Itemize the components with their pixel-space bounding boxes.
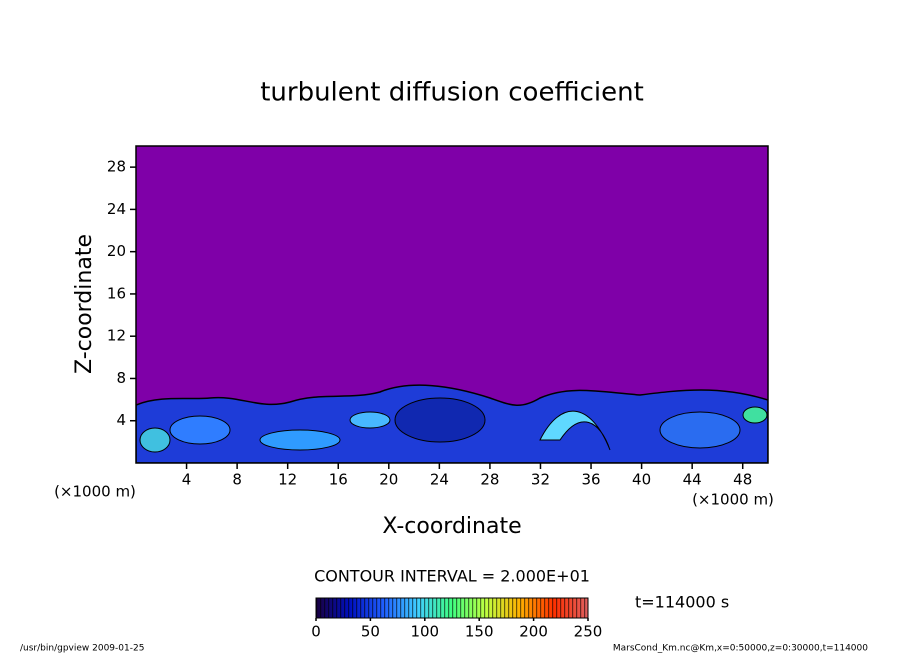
colorbar-tick-label: 200: [519, 623, 548, 641]
x-unit: (×1000 m): [692, 491, 774, 509]
turbulent-layer: [136, 384, 768, 463]
x-tick-label: 24: [430, 471, 449, 489]
y-tick-label: 8: [116, 369, 126, 387]
y-tick-label: 16: [107, 284, 126, 302]
plot-frame: [135, 145, 769, 464]
x-tick-label: 48: [733, 471, 752, 489]
x-tick-label: 4: [182, 471, 192, 489]
footer-left: /usr/bin/gpview 2009-01-25: [20, 644, 144, 654]
colorbar-tick-label: 250: [574, 623, 603, 641]
chart-title: turbulent diffusion coefficient: [260, 78, 644, 108]
x-tick-label: 8: [232, 471, 242, 489]
x-axis-label: X-coordinate: [382, 514, 521, 539]
time-label: t=114000 s: [635, 593, 729, 612]
x-tick-label: 40: [632, 471, 651, 489]
y-unit: (×1000 m): [54, 483, 136, 501]
x-tick-label: 12: [278, 471, 297, 489]
x-tick-label: 20: [379, 471, 398, 489]
x-tick-label: 32: [531, 471, 550, 489]
colorbar-tick-label: 50: [361, 623, 380, 641]
colorbar-tick-label: 0: [311, 623, 321, 641]
x-tick-label: 16: [329, 471, 348, 489]
y-tick-label: 28: [107, 158, 126, 176]
y-tick-label: 12: [107, 327, 126, 345]
footer-right: MarsCond_Km.nc@Km,x=0:50000,z=0:30000,t=…: [613, 644, 868, 654]
x-tick-label: 44: [683, 471, 702, 489]
y-axis-label: Z-coordinate: [72, 234, 97, 374]
x-tick-label: 28: [480, 471, 499, 489]
contour-interval: CONTOUR INTERVAL = 2.000E+01: [314, 567, 590, 586]
y-tick-label: 4: [116, 411, 126, 429]
y-tick-label: 20: [107, 242, 126, 260]
colorbar-tick-label: 100: [410, 623, 439, 641]
y-tick-label: 24: [107, 200, 126, 218]
colorbar-frame: [315, 597, 589, 619]
colorbar-tick-label: 150: [465, 623, 494, 641]
x-tick-label: 36: [581, 471, 600, 489]
